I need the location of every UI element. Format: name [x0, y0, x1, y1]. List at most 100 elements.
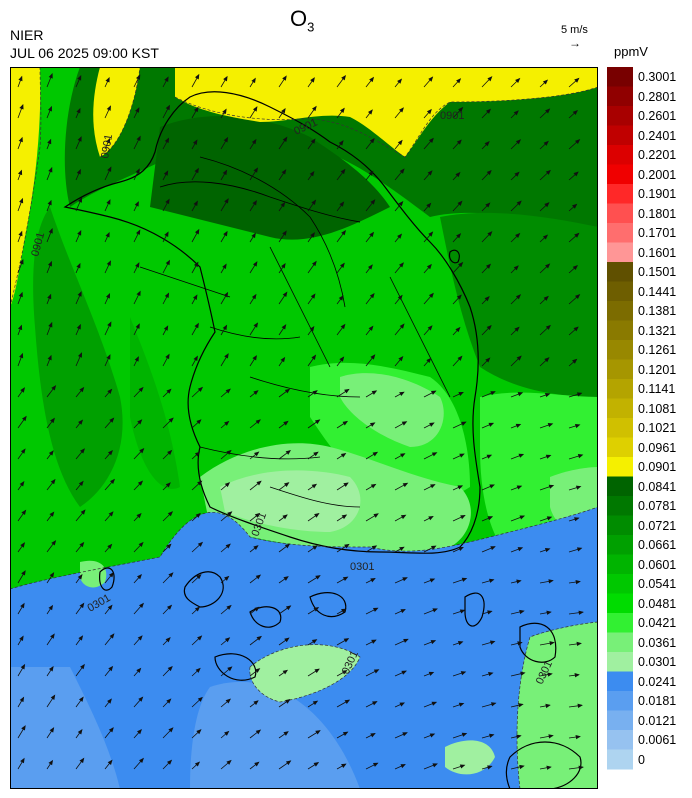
wind-vector-head: [196, 574, 202, 580]
wind-vector-head: [513, 265, 519, 271]
wind-vector-head: [285, 760, 292, 766]
wind-vector-head: [513, 110, 519, 116]
wind-vector-head: [370, 578, 376, 583]
wind-vector-head: [195, 667, 201, 673]
wind-vector-head: [105, 231, 110, 238]
colorbar-cell: [607, 281, 633, 302]
wind-vector-head: [106, 105, 111, 111]
wind-vector-head: [253, 322, 259, 328]
wind-vector-head: [344, 543, 350, 549]
wind-vector-head: [341, 670, 348, 675]
wind-vector-head: [401, 421, 408, 426]
wind-vector-head: [78, 480, 84, 486]
colorbar-cell: [607, 554, 633, 575]
wind-vector-head: [399, 546, 405, 552]
wind-vector-head: [280, 201, 286, 208]
wind-vector-head: [225, 698, 231, 704]
wind-vector-head: [485, 263, 492, 269]
wind-vector-head: [461, 577, 468, 582]
wind-vector-head: [344, 388, 350, 394]
wind-vector-head: [106, 199, 111, 205]
colorbar-cell: [607, 613, 633, 633]
wind-vector-head: [574, 294, 581, 300]
wind-vector-head: [339, 262, 345, 268]
wind-vector-head: [371, 545, 378, 550]
wind-vector-head: [164, 137, 170, 144]
wind-vector-head: [312, 700, 319, 706]
wind-vector-head: [515, 139, 522, 145]
wind-vector-head: [20, 757, 25, 764]
wind-vector-head: [138, 386, 144, 393]
wind-vector-head: [192, 294, 198, 300]
wind-vector-head: [107, 166, 112, 172]
wind-vector-head: [224, 353, 229, 359]
wind-vector-head: [489, 640, 496, 645]
wind-vector-head: [371, 390, 378, 395]
wind-vector-head: [342, 731, 349, 737]
wind-vector-head: [456, 233, 462, 239]
wind-vector-head: [485, 357, 491, 363]
wind-vector-head: [227, 666, 233, 672]
wind-vector-head: [252, 355, 257, 361]
wind-vector-head: [165, 637, 171, 643]
wind-vector-head: [76, 168, 81, 175]
wind-vector-head: [168, 727, 174, 733]
wind-vector-head: [548, 734, 554, 739]
wind-vector-head: [164, 292, 170, 299]
wind-vector-head: [459, 453, 465, 458]
wind-vector-head: [282, 136, 288, 142]
wind-vector-head: [21, 509, 27, 515]
wind-vector-head: [457, 641, 464, 646]
wind-vector-head: [369, 293, 375, 299]
wind-vector-head: [575, 734, 581, 740]
wind-vector-head: [225, 543, 231, 549]
wind-vector-head: [460, 671, 467, 676]
wind-vector-head: [546, 610, 552, 615]
wind-vector-head: [48, 450, 54, 456]
colorbar-tick-label: 0.2601: [638, 109, 677, 123]
colorbar-tick-label: 0: [638, 752, 645, 767]
wind-vector-head: [50, 694, 56, 700]
wind-vector-head: [517, 547, 524, 552]
wind-vector-head: [487, 765, 493, 770]
colorbar-tick-label: 0.1321: [638, 323, 677, 338]
wind-vector-head: [105, 138, 111, 144]
wind-vector-head: [197, 386, 204, 392]
wind-vector-head: [47, 293, 52, 300]
wind-vector-head: [458, 391, 464, 397]
wind-vector-head: [49, 727, 55, 733]
wind-reference-label: 5 m/s: [561, 24, 588, 36]
wind-vector-head: [402, 732, 408, 737]
wind-vector-head: [253, 390, 259, 396]
colorbar-cell: [607, 125, 633, 146]
wind-vector-head: [428, 76, 434, 82]
wind-vector-head: [574, 77, 580, 83]
wind-vector-head: [193, 261, 199, 268]
wind-vector-head: [19, 481, 25, 487]
wind-vector-head: [458, 546, 464, 552]
wind-vector-head: [487, 610, 493, 615]
wind-vector-head: [78, 419, 84, 425]
wind-vector-head: [515, 294, 522, 300]
colorbar-tick-label: 0.1601: [638, 245, 677, 260]
wind-vector-head: [79, 602, 85, 609]
wind-vector-head: [489, 578, 495, 583]
wind-vector-head: [456, 78, 462, 84]
colorbar-tick-label: 0.2801: [638, 89, 677, 104]
colorbar-cell: [607, 145, 633, 165]
wind-vector-head: [370, 483, 377, 489]
wind-vector-head: [542, 79, 549, 85]
wind-vector-head: [428, 671, 435, 676]
wind-vector-head: [224, 575, 230, 581]
wind-vector-head: [226, 604, 232, 610]
wind-vector-head: [79, 448, 85, 454]
wind-vector-head: [281, 169, 287, 175]
wind-vector-head: [370, 199, 376, 205]
wind-vector-head: [573, 326, 579, 332]
colorbar-tick-label: 0.1021: [638, 421, 677, 435]
wind-vector-head: [371, 639, 377, 644]
wind-vector-head: [310, 232, 315, 238]
colorbar-cell: [607, 301, 633, 321]
wind-vector-head: [284, 543, 291, 549]
wind-vector-head: [457, 355, 463, 361]
